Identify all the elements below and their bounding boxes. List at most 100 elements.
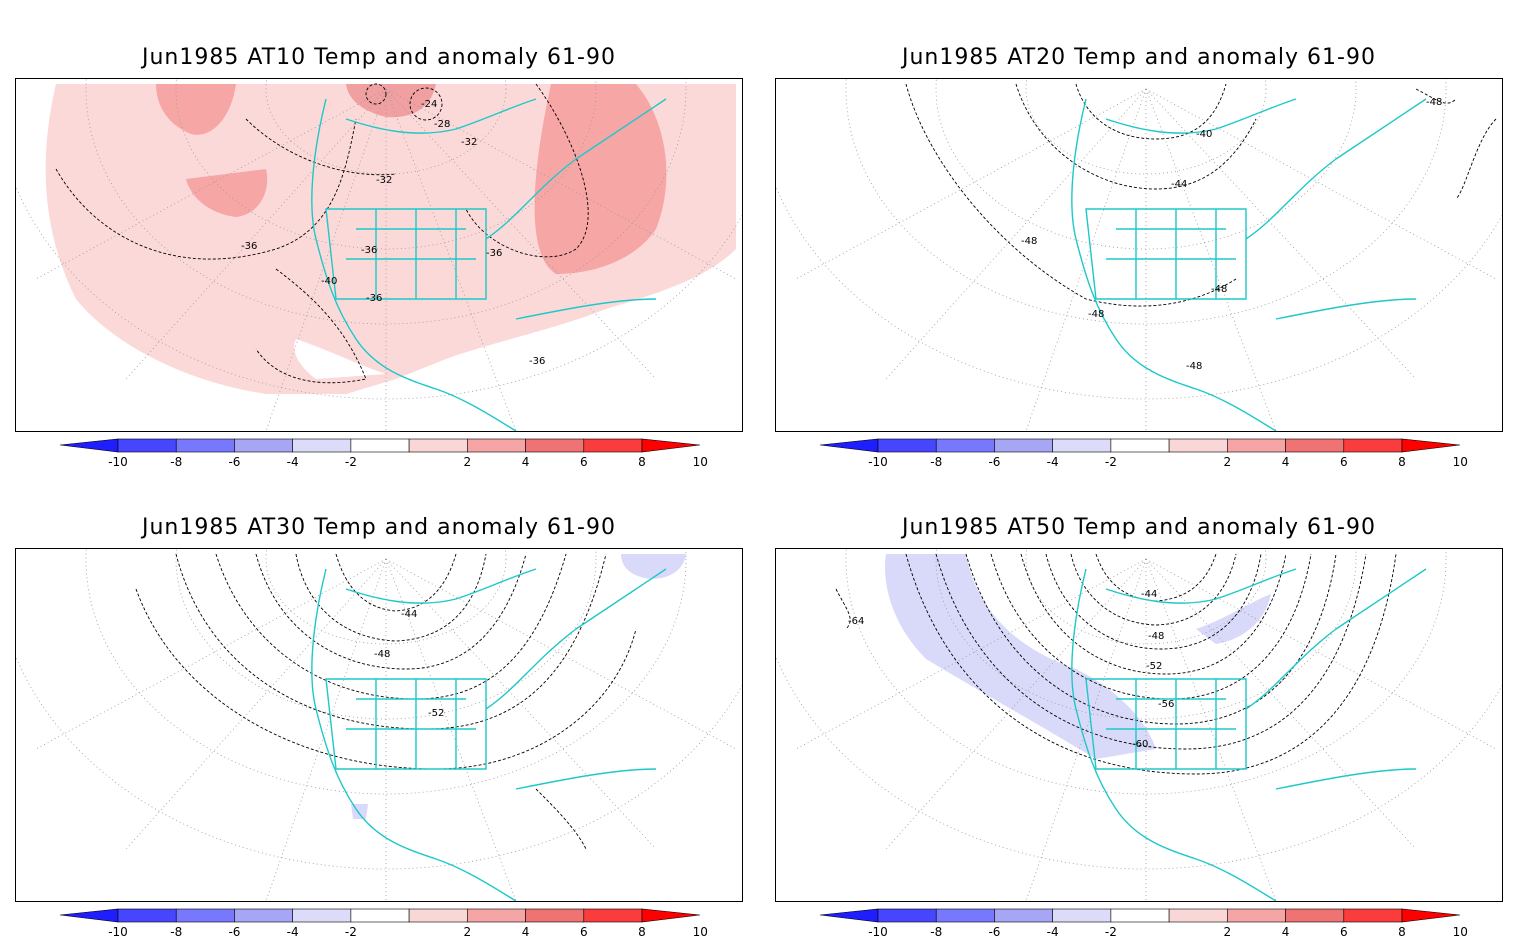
colorbar-tick-label: -6	[988, 925, 1001, 939]
colorbar-arrow-low	[819, 438, 879, 453]
colorbar-tick-label: 10	[1452, 925, 1468, 939]
contour-label: -28	[434, 119, 450, 130]
colorbar-tick-label: 8	[1398, 925, 1406, 939]
colorbar-tick-label: -8	[170, 925, 183, 939]
colorbar-tick-label: -10	[868, 925, 888, 939]
colorbar-segment	[1227, 438, 1286, 453]
contour-label: -52	[1146, 661, 1162, 672]
colorbar-tick-label: -10	[108, 455, 128, 469]
contour-labels: -48 -40 -44 -48 -48 -48 -48	[1021, 97, 1442, 372]
colorbar-segment	[408, 908, 468, 923]
contour-labels: -24 -28 -32 -32 -36 -36 -36 -36 -40 -36	[241, 99, 545, 367]
colorbar-tick-label: 2	[463, 455, 472, 469]
colorbar-at20: -10 -8 -6 -4 -2 2 4 6 8 10	[819, 438, 1480, 470]
colorbar-arrow-low	[59, 438, 119, 453]
colorbar-segment	[234, 908, 293, 923]
contour-label: -48	[1211, 284, 1227, 295]
colorbar-tick-label: 10	[692, 925, 708, 939]
colorbar-tick-label: 6	[1339, 925, 1348, 939]
map-at10: -24 -28 -32 -32 -36 -36 -36 -36 -40 -36	[15, 78, 743, 432]
coastlines	[311, 568, 667, 901]
colorbar-tick-label: -2	[344, 455, 357, 469]
colorbar-segment	[1052, 908, 1112, 923]
colorbar-svg	[819, 438, 1461, 453]
colorbar-tick-label: -6	[988, 455, 1001, 469]
colorbar-segment	[877, 908, 937, 923]
contour-label: -36	[366, 293, 382, 304]
colorbar-tick-label: -2	[344, 925, 357, 939]
colorbar-segment	[1343, 908, 1403, 923]
colorbar-tick-label: 8	[1398, 455, 1406, 469]
contour-label: -48	[1021, 236, 1037, 247]
colorbar-segment	[467, 908, 526, 923]
contour-label: -40	[321, 276, 337, 287]
colorbar-segment	[1052, 438, 1112, 453]
map-at30-svg: -44 -48 -52	[16, 549, 742, 901]
colorbar-segment	[350, 438, 410, 453]
colorbar-tick-label: 6	[1339, 455, 1348, 469]
colorbar-segment	[994, 438, 1053, 453]
colorbar-tick-label: -8	[170, 455, 183, 469]
contour-label: -64	[848, 616, 864, 627]
colorbar-arrow-low	[59, 908, 119, 923]
colorbar-tick-label: -10	[108, 925, 128, 939]
coastlines	[1071, 568, 1427, 901]
colorbar-segment	[1168, 438, 1228, 453]
colorbar-arrow-low	[819, 908, 879, 923]
panel-title-at10: Jun1985 AT10 Temp and anomaly 61-90	[142, 45, 616, 70]
colorbar-segment	[583, 438, 643, 453]
colorbar-tick-label: -10	[868, 455, 888, 469]
colorbar-tick-label: -4	[1046, 925, 1059, 939]
colorbar-arrow-high	[1401, 908, 1461, 923]
colorbar-at30: -10 -8 -6 -4 -2 2 4 6 8 10	[59, 908, 720, 940]
colorbar-arrow-high	[641, 908, 701, 923]
colorbar-segment	[1110, 908, 1170, 923]
anomaly-shading	[885, 554, 1271, 759]
colorbar-tick-label: 8	[638, 455, 646, 469]
colorbar-tick-label: -2	[1104, 925, 1117, 939]
contours	[55, 83, 589, 384]
contour-label: -44	[1141, 589, 1157, 600]
colorbar-segment	[935, 908, 995, 923]
contour-label: -36	[529, 356, 545, 367]
colorbar-segment	[994, 908, 1053, 923]
map-at20-svg: -48 -40 -44 -48 -48 -48 -48	[776, 79, 1502, 431]
contour-label: -44	[401, 609, 417, 620]
colorbar-tick-label: 2	[1223, 925, 1232, 939]
map-at20: -48 -40 -44 -48 -48 -48 -48	[775, 78, 1503, 432]
contours	[135, 553, 637, 850]
colorbar-segment	[935, 438, 995, 453]
contour-label: -36	[241, 241, 257, 252]
colorbar-tick-label: 4	[521, 455, 530, 469]
colorbar-segment	[1285, 908, 1345, 923]
contour-label: -60	[1132, 739, 1148, 750]
map-at30: -44 -48 -52	[15, 548, 743, 902]
colorbar-tick-label: 4	[521, 925, 530, 939]
colorbar-segment	[1227, 908, 1286, 923]
colorbar-segment	[175, 438, 235, 453]
coastlines	[311, 98, 667, 431]
colorbar-segment	[234, 438, 293, 453]
contour-label: -48	[1088, 309, 1104, 320]
map-at10-svg: -24 -28 -32 -32 -36 -36 -36 -36 -40 -36	[16, 79, 742, 431]
colorbar-tick-label: -6	[228, 455, 241, 469]
colorbar-segment	[467, 438, 526, 453]
colorbar-tick-label: -4	[286, 925, 299, 939]
colorbar-svg	[59, 908, 701, 923]
colorbar-tick-label: -8	[930, 455, 943, 469]
colorbar-segment	[292, 438, 352, 453]
coastlines	[1071, 98, 1427, 431]
colorbar-segment	[117, 438, 177, 453]
colorbar-segment	[1285, 438, 1345, 453]
map-at50: -64 -44 -48 -52 -56 -60	[775, 548, 1503, 902]
colorbar-tick-label: -2	[1104, 455, 1117, 469]
colorbar-tick-label: 6	[579, 925, 588, 939]
colorbar-arrow-high	[1401, 438, 1461, 453]
colorbar-tick-label: 8	[638, 925, 646, 939]
contour-label: -52	[428, 708, 444, 719]
contour-label: -32	[376, 175, 392, 186]
contour-label: -48	[374, 649, 390, 660]
colorbar-segment	[1110, 438, 1170, 453]
contour-label: -56	[1158, 699, 1174, 710]
colorbar-segment	[583, 908, 643, 923]
